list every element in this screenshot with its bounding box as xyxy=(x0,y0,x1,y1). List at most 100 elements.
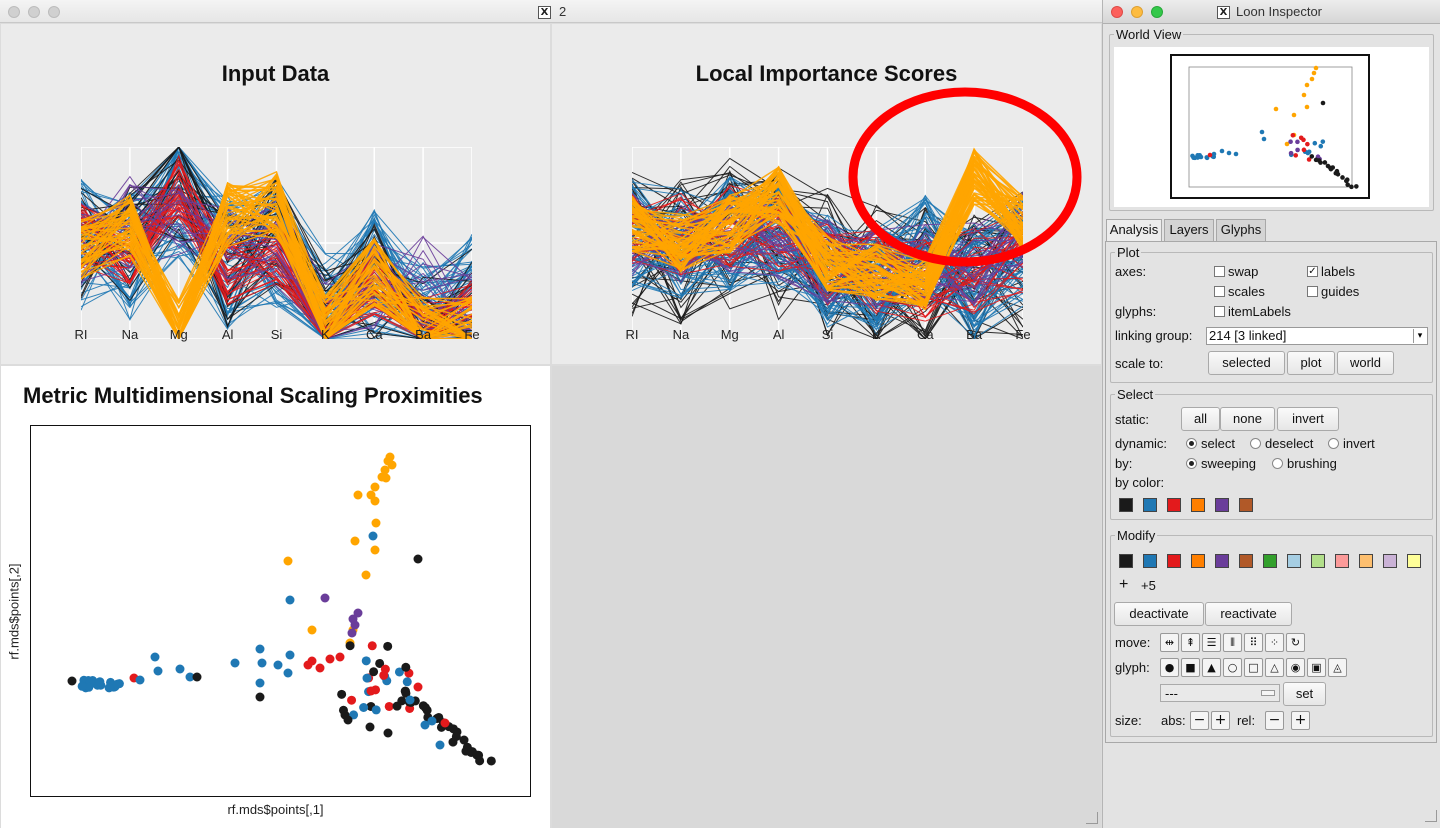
swap-checkbox[interactable] xyxy=(1214,266,1225,277)
chevron-down-icon[interactable]: ▾ xyxy=(1413,329,1426,343)
by-brushing-radio[interactable] xyxy=(1272,458,1283,469)
mds-point xyxy=(370,545,380,555)
select-by-color-swatch[interactable] xyxy=(1143,498,1157,512)
dynamic-invert-label: invert xyxy=(1343,436,1375,451)
modify-color-swatch[interactable] xyxy=(1311,554,1325,568)
input-data-parallel-coords[interactable] xyxy=(81,147,472,339)
modify-color-swatch[interactable] xyxy=(1335,554,1349,568)
item-labels-checkbox[interactable] xyxy=(1214,306,1225,317)
loon-inspector-window: X Loon Inspector World View Analysis Lay… xyxy=(1102,0,1440,828)
mds-point xyxy=(135,675,145,685)
world-view-point xyxy=(1219,148,1225,154)
dynamic-deselect-radio[interactable] xyxy=(1250,438,1261,449)
inspector-close-button[interactable] xyxy=(1111,6,1123,18)
world-view-point xyxy=(1233,151,1239,157)
pc-record-line xyxy=(632,173,1023,302)
glyph-ccircle-icon[interactable]: ◉ xyxy=(1286,658,1305,677)
scales-checkbox[interactable] xyxy=(1214,286,1225,297)
zoom-window-button[interactable] xyxy=(48,6,60,18)
glyph-ocircle-icon[interactable]: ○ xyxy=(1223,658,1242,677)
modify-color-swatch[interactable] xyxy=(1407,554,1421,568)
close-window-button[interactable] xyxy=(8,6,20,18)
scale-to-plot-button[interactable]: plot xyxy=(1287,351,1335,375)
inspector-minimize-button[interactable] xyxy=(1131,6,1143,18)
abs-plus-button[interactable]: + xyxy=(1211,711,1230,730)
scale-to-world-button[interactable]: world xyxy=(1337,351,1394,375)
glyph-select[interactable]: --- xyxy=(1160,684,1280,702)
slider-handle-icon[interactable] xyxy=(1261,690,1275,696)
world-view-point xyxy=(1190,153,1195,159)
local-importance-parallel-coords[interactable] xyxy=(632,147,1023,339)
world-view-label: World View xyxy=(1114,27,1184,42)
dynamic-select-radio[interactable] xyxy=(1186,438,1197,449)
rel-minus-button[interactable]: − xyxy=(1265,711,1284,730)
modify-color-swatch[interactable] xyxy=(1287,554,1301,568)
glyph-triangle-icon[interactable]: ▲ xyxy=(1202,658,1221,677)
world-view-point xyxy=(1295,139,1300,145)
modify-color-swatch[interactable] xyxy=(1215,554,1229,568)
mds-point xyxy=(255,692,265,702)
modify-color-swatch[interactable] xyxy=(1383,554,1397,568)
tab-layers[interactable]: Layers xyxy=(1164,219,1214,241)
select-by-color-swatch[interactable] xyxy=(1239,498,1253,512)
abs-minus-button[interactable]: − xyxy=(1190,711,1209,730)
inspector-resize-grip-icon[interactable] xyxy=(1425,810,1437,822)
move-jitter-icon[interactable]: ⁘ xyxy=(1265,633,1284,652)
mds-scatterplot[interactable] xyxy=(30,425,532,797)
resize-grip-icon[interactable] xyxy=(1086,812,1098,824)
dynamic-invert-radio[interactable] xyxy=(1328,438,1339,449)
glyphs-label: glyphs: xyxy=(1115,304,1157,319)
mds-point xyxy=(368,531,378,541)
world-view-canvas[interactable] xyxy=(1114,47,1429,207)
mds-point xyxy=(350,620,360,630)
tab-glyphs[interactable]: Glyphs xyxy=(1216,219,1266,241)
select-by-color-swatch[interactable] xyxy=(1119,498,1133,512)
labels-checkbox[interactable]: ✓ xyxy=(1307,266,1318,277)
select-all-button[interactable]: all xyxy=(1181,407,1220,431)
move-horizontal-distribute-icon[interactable]: ☰ xyxy=(1202,633,1221,652)
modify-color-swatch[interactable] xyxy=(1167,554,1181,568)
tab-analysis[interactable]: Analysis xyxy=(1106,219,1162,242)
glyph-circle-icon[interactable]: ● xyxy=(1160,658,1179,677)
modify-color-swatch[interactable] xyxy=(1263,554,1277,568)
add-color-button[interactable]: + xyxy=(1119,576,1129,593)
move-reset-icon[interactable]: ↻ xyxy=(1286,633,1305,652)
pc-record-line xyxy=(81,194,472,339)
glyph-otriangle-icon[interactable]: △ xyxy=(1265,658,1284,677)
select-invert-button[interactable]: invert xyxy=(1277,407,1339,431)
move-vertical-distribute-icon[interactable]: ⦀ xyxy=(1223,633,1242,652)
select-none-button[interactable]: none xyxy=(1220,407,1275,431)
modify-color-swatch[interactable] xyxy=(1239,554,1253,568)
move-grid-icon[interactable]: ⠿ xyxy=(1244,633,1263,652)
modify-color-swatch[interactable] xyxy=(1143,554,1157,568)
modify-color-swatch[interactable] xyxy=(1191,554,1205,568)
reactivate-button[interactable]: reactivate xyxy=(1205,602,1292,626)
by-sweeping-radio[interactable] xyxy=(1186,458,1197,469)
glyph-csquare-icon[interactable]: ▣ xyxy=(1307,658,1326,677)
glyph-square-icon[interactable]: ■ xyxy=(1181,658,1200,677)
scale-to-selected-button[interactable]: selected xyxy=(1208,351,1285,375)
select-by-color-swatch[interactable] xyxy=(1191,498,1205,512)
glyph-set-button[interactable]: set xyxy=(1283,682,1326,706)
world-view-point xyxy=(1340,175,1345,180)
mds-point xyxy=(413,682,423,692)
guides-checkbox[interactable] xyxy=(1307,286,1318,297)
mds-point xyxy=(486,756,496,766)
select-by-color-swatch[interactable] xyxy=(1215,498,1229,512)
pc-record-line xyxy=(632,199,1023,309)
pc-record-line xyxy=(81,200,472,339)
inspector-zoom-button[interactable] xyxy=(1151,6,1163,18)
deactivate-button[interactable]: deactivate xyxy=(1114,602,1204,626)
rel-plus-button[interactable]: + xyxy=(1291,711,1310,730)
move-horizontal-align-icon[interactable]: ⇹ xyxy=(1160,633,1179,652)
modify-color-swatch[interactable] xyxy=(1359,554,1373,568)
pc-axis-label: RI xyxy=(74,327,88,342)
select-by-color-swatch[interactable] xyxy=(1167,498,1181,512)
modify-color-swatch[interactable] xyxy=(1119,554,1133,568)
minimize-window-button[interactable] xyxy=(28,6,40,18)
glyph-osquare-icon[interactable]: □ xyxy=(1244,658,1263,677)
glyph-ctriangle-icon[interactable]: ◬ xyxy=(1328,658,1347,677)
linking-group-combobox[interactable]: 214 [3 linked] ▾ xyxy=(1206,327,1428,345)
move-vertical-align-icon[interactable]: ⇞ xyxy=(1181,633,1200,652)
pc-axis-label: Fe xyxy=(464,327,480,342)
